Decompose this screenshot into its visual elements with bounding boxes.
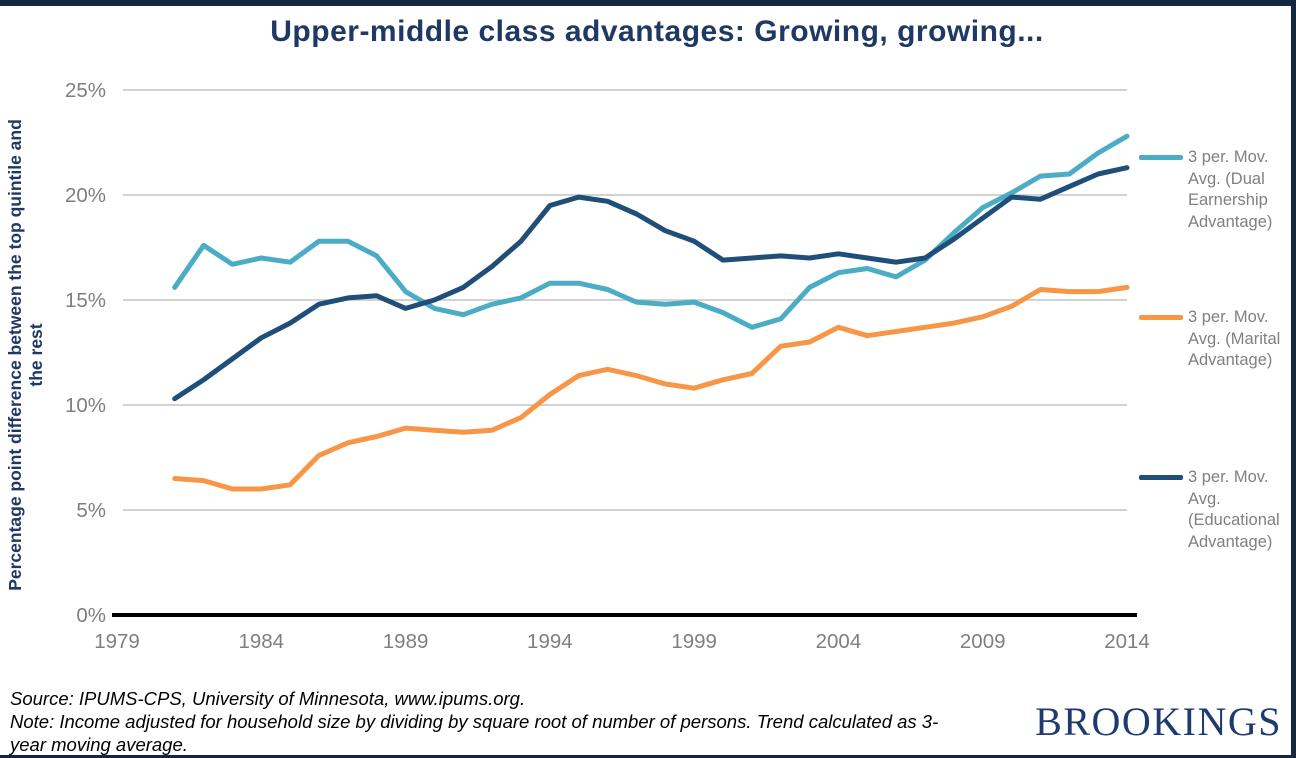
x-tick-label: 2004: [816, 630, 862, 653]
series-line-educational: [172, 165, 1130, 402]
legend-label-educational: 3 per. Mov. Avg. (Educational Advantage): [1188, 468, 1280, 551]
series-line-dual-earnership: [172, 133, 1130, 330]
x-tick-label: 1999: [671, 630, 717, 653]
frame-border-bottom: [0, 755, 1296, 758]
x-tick-label: 2014: [1104, 630, 1150, 653]
chart-title: Upper-middle class advantages: Growing, …: [270, 15, 1044, 48]
legend-label-dual-earnership: 3 per. Mov. Avg. (Dual Earnership Advant…: [1188, 148, 1273, 231]
legend-entry-educational: 3 per. Mov. Avg. (Educational Advantage): [1139, 467, 1293, 553]
y-tick-label: 0%: [76, 604, 106, 627]
legend-swatch-dual-earnership: [1139, 155, 1183, 160]
x-tick-label: 1979: [94, 630, 140, 653]
legend-entry-dual-earnership: 3 per. Mov. Avg. (Dual Earnership Advant…: [1139, 147, 1293, 233]
frame-border-top: [0, 0, 1296, 6]
x-tick-label: 1984: [238, 630, 284, 653]
line-chart: 25% 20% 15% 10% 5% 0% 1979 1984 1989 1994 1999 2004…: [65, 79, 1150, 653]
y-tick-label: 15%: [65, 289, 106, 312]
footnotes: Source: IPUMS-CPS, University of Minneso…: [10, 687, 1050, 756]
legend-swatch-marital: [1139, 315, 1183, 320]
legend-label-marital: 3 per. Mov. Avg. (Marital Advantage): [1188, 308, 1281, 369]
y-tick-label: 10%: [65, 394, 106, 417]
y-tick-label: 25%: [65, 79, 106, 102]
series-line-marital: [172, 284, 1130, 492]
source-line: Source: IPUMS-CPS, University of Minneso…: [10, 688, 526, 709]
x-tick-label: 2009: [960, 630, 1006, 653]
note-line-1: Note: Income adjusted for household size…: [10, 711, 939, 732]
y-tick-label: 5%: [76, 499, 106, 522]
x-tick-label: 1989: [383, 630, 429, 653]
frame-border-right: [1291, 0, 1296, 758]
legend-swatch-educational: [1139, 475, 1183, 480]
x-tick-label: 1994: [527, 630, 573, 653]
brookings-logo: BROOKINGS: [1035, 699, 1282, 744]
legend-entry-marital: 3 per. Mov. Avg. (Marital Advantage): [1139, 307, 1293, 372]
y-tick-label: 20%: [65, 184, 106, 207]
note-line-2: year moving average.: [10, 734, 188, 755]
